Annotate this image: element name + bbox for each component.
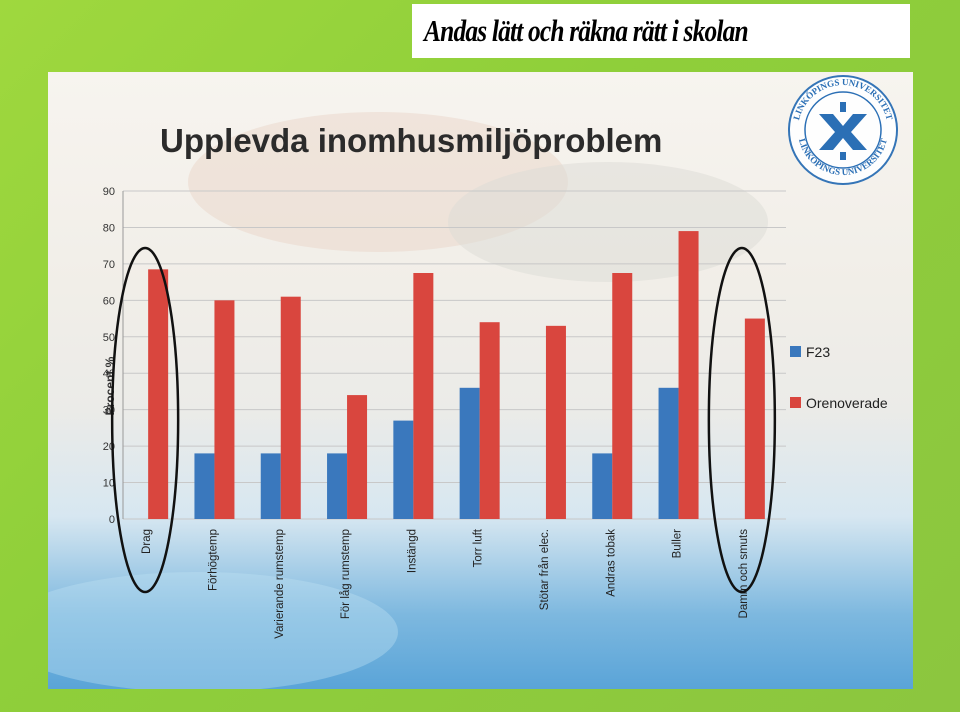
bar-f23-2 [260, 453, 281, 519]
y-tick-label: 50 [103, 332, 115, 344]
bar-orenoverade-3 [347, 395, 368, 519]
x-tick-label: Stötar från elec. [539, 529, 551, 610]
y-tick-label: 10 [103, 478, 115, 490]
legend: F23 Orenoverade [790, 344, 888, 411]
bar-f23-5 [459, 387, 480, 519]
university-logo: LINKÖPINGS UNIVERSITET LINKÖPINGS UNIVER… [788, 75, 898, 185]
x-tick-label: Torr luft [473, 528, 485, 567]
bar-orenoverade-1 [214, 300, 235, 519]
y-tick-label: 80 [103, 222, 115, 234]
x-tick-label: Varierande rumstemp [274, 529, 286, 639]
x-tick-label: Andras tobak [605, 529, 617, 597]
header-title: Andas lätt och räkna rätt i skolan [424, 13, 749, 48]
highlight-ellipse [707, 246, 777, 594]
legend-label: Orenoverade [806, 395, 888, 411]
bar-f23-8 [658, 387, 679, 519]
highlight-ellipse [110, 246, 180, 594]
x-tick-label: Förhögtemp [207, 529, 219, 591]
y-tick-label: 60 [103, 295, 115, 307]
bar-f23-7 [592, 453, 613, 519]
legend-swatch-orenoverade [790, 397, 801, 408]
y-tick-label: 0 [109, 514, 115, 526]
bar-orenoverade-4 [413, 273, 434, 519]
legend-label: F23 [806, 344, 830, 360]
x-tick-label: Instängd [406, 529, 418, 573]
x-tick-labels: Drag Förhögtemp Varierande rumstemp För låg… [141, 528, 750, 639]
slide: Upplevda inomhusmiljöproblem LINKÖPINGS … [48, 72, 913, 689]
bar-orenoverade-6 [545, 325, 566, 519]
legend-swatch-f23 [790, 346, 801, 357]
bar-f23-3 [327, 453, 348, 519]
highlight-ellipses [110, 246, 777, 594]
x-tick-label: Damm och smuts [738, 529, 750, 619]
chart-title: Upplevda inomhusmiljöproblem [160, 122, 662, 159]
bar-f23-4 [393, 420, 414, 519]
bars [148, 231, 765, 520]
bar-orenoverade-2 [280, 296, 301, 519]
bar-orenoverade-0 [148, 269, 169, 519]
bar-orenoverade-7 [612, 273, 633, 519]
bar-orenoverade-5 [479, 322, 500, 519]
bar-orenoverade-8 [678, 231, 699, 520]
x-tick-label: För låg rumstemp [340, 529, 352, 619]
x-tick-label: Drag [141, 529, 153, 554]
bar-chart: Upplevda inomhusmiljöproblem LINKÖPINGS … [48, 75, 898, 689]
y-tick-label: 70 [103, 259, 115, 271]
x-tick-label: Buller [672, 529, 684, 559]
bar-orenoverade-9 [744, 318, 765, 519]
logo-emblem [819, 102, 867, 160]
bar-f23-1 [194, 453, 215, 519]
header-title-box: Andas lätt och räkna rätt i skolan [412, 4, 910, 58]
logo-inner-ring [804, 91, 882, 169]
y-tick-label: 90 [103, 186, 115, 198]
